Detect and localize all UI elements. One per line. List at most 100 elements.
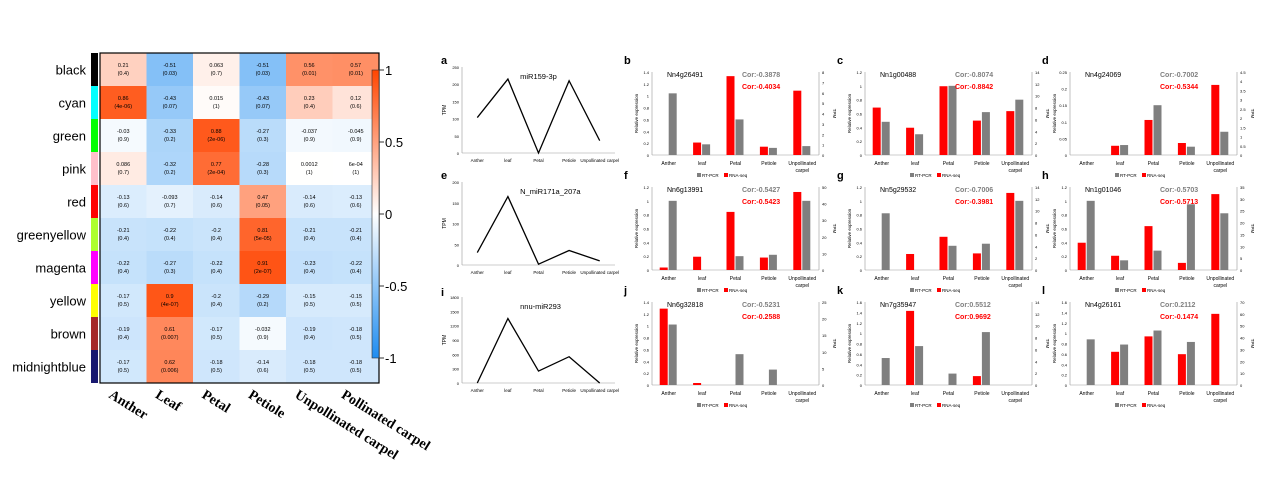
y-tick-label: 1500 [450,309,460,314]
legend-swatch-rtpcr [697,173,701,177]
bar-rt-pcr [669,93,677,155]
left-tick-label: 0.4 [643,240,649,245]
x-tick-label: leaf [698,391,707,397]
legend-swatch-rtpcr [910,288,914,292]
left-tick-label: 0.2 [643,141,649,146]
x-tick-label: Unpollinated [1206,391,1234,397]
heatmap-cell [240,86,287,120]
bar-rt-pcr [1154,105,1162,155]
cell-pvalue: (0.05) [256,203,271,209]
cell-value: -0.43 [256,96,269,102]
y-tick-label: 0 [457,263,460,268]
row-label: cyan [59,96,86,111]
module-color-red [91,185,98,218]
right-tick-label: 12 [1035,82,1040,87]
x-tick-label: Anther [1079,161,1094,167]
x-tick-label: carpel [795,283,809,289]
right-tick-label: 10 [822,251,827,256]
colorbar-tick-label: 1 [385,63,392,78]
left-tick-label: 0.8 [856,342,862,347]
column-label: Petal [199,388,233,417]
left-tick-label: 0.2 [1061,373,1067,378]
heatmap-cell [147,185,194,219]
bar-rt-pcr [1154,331,1162,385]
bar-rt-pcr [702,144,710,155]
panel-d: d00.050.10.150.20.2500.511.522.533.544.5… [1042,55,1255,178]
bar-rt-pcr [982,244,990,270]
right-tick-label: 0 [822,153,825,158]
cell-value: -0.22 [210,261,223,267]
left-tick-label: 0 [647,383,650,388]
x-tick-label: Unpollinated [788,391,816,397]
x-tick-label: Anther [471,158,485,163]
x-tick-label: leaf [1116,276,1125,282]
bar-rt-pcr [769,370,777,385]
bar-rna-seq [1211,194,1219,270]
cell-pvalue: (4e-06) [114,104,132,110]
left-axis-label: Relative expression [1052,208,1057,248]
right-tick-label: 40 [1240,336,1245,341]
x-tick-label: Anther [874,391,889,397]
right-tick-label: 4.5 [1240,70,1246,75]
x-tick-label: Anther [1079,391,1094,397]
left-tick-label: 1 [1065,331,1068,336]
left-tick-label: 0.05 [1059,136,1068,141]
panel-letter: b [624,55,631,67]
x-tick-label: carpel [1213,398,1227,404]
heatmap-cell [286,317,333,351]
right-tick-label: 20 [1240,359,1245,364]
panel-letter: a [441,55,448,67]
left-tick-label: 1.2 [1061,185,1067,190]
cor-rtpcr: Cor:-0.5231 [742,302,780,309]
bar-rna-seq [1178,143,1186,155]
cell-value: -0.17 [210,327,223,333]
data-line [477,319,599,384]
cell-value: 0.063 [209,63,223,69]
cell-value: -0.33 [163,129,176,135]
x-tick-label: Unpollinated [788,161,816,167]
cell-pvalue: (0.6) [257,368,268,374]
right-axis-label: TPM [1250,339,1255,349]
x-tick-label: carpel [1213,168,1227,174]
cell-pvalue: (0.2) [164,137,175,143]
left-tick-label: 0.2 [643,371,649,376]
heatmap-cell [240,284,287,318]
right-tick-label: 10 [1240,244,1245,249]
right-tick-label: 20 [822,317,827,322]
cor-rnaseq: Cor:-0.5423 [742,199,780,206]
right-tick-label: 10 [822,350,827,355]
heatmap-cell [286,284,333,318]
cor-rnaseq: Cor:-0.5713 [1160,199,1198,206]
legend-swatch-rnaseq [724,173,728,177]
right-tick-label: 4 [1035,244,1038,249]
data-line [477,79,599,153]
cell-pvalue: (0.6) [350,104,361,110]
y-tick-label: 1800 [450,295,460,300]
heatmap-cell [147,284,194,318]
heatmap-cell [193,86,240,120]
left-tick-label: 0.2 [856,373,862,378]
cell-value: -0.18 [349,327,362,333]
gene-title: Nn6g32818 [667,302,703,309]
heatmap-cell [193,284,240,318]
bar-rna-seq [940,86,948,155]
cell-pvalue: (0.006) [161,368,179,374]
bar-rt-pcr [915,346,923,385]
cor-rnaseq: Cor:-0.2588 [742,314,780,321]
cell-value: -0.28 [256,162,269,168]
bar-rna-seq [1111,146,1119,155]
right-tick-label: 8 [1035,336,1038,341]
left-tick-label: 1.2 [856,321,862,326]
cell-pvalue: (1) [213,104,220,110]
panel-letter: c [837,55,843,67]
legend-swatch-rnaseq [937,288,941,292]
bar-rt-pcr [736,354,744,385]
legend-label-rtpcr: RT-PCR [702,403,719,408]
bar-rna-seq [727,212,735,270]
x-tick-label: Petiole [974,391,990,397]
panel-letter: g [837,170,844,182]
left-tick-label: 1.6 [856,300,862,305]
x-tick-label: Unpollinated carpel [580,388,619,393]
